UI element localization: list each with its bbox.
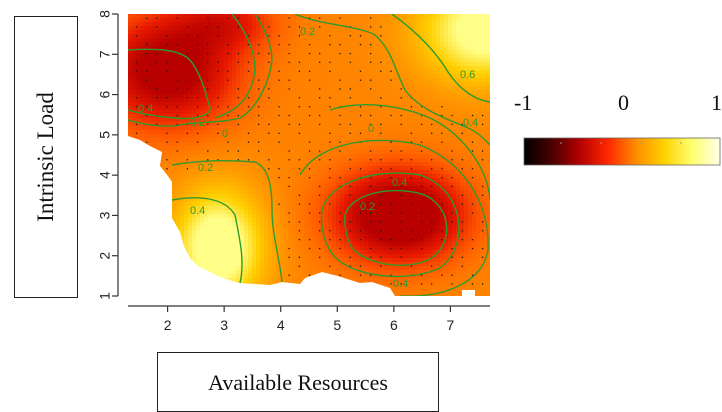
contour-label: 0.2	[190, 117, 205, 129]
contour-label: 0	[222, 128, 228, 140]
contour-label: 0.2	[300, 26, 315, 38]
contour-label: 0.4	[393, 278, 408, 290]
x-axis-label: Available Resources	[158, 370, 438, 396]
x-tick-label: 7	[447, 317, 455, 333]
x-tick-label: 4	[277, 317, 285, 333]
contour-label: 0.4	[463, 117, 478, 129]
y-tick-label: 1	[97, 292, 113, 300]
y-tick-label: 5	[97, 131, 113, 139]
y-tick-label: 8	[97, 10, 113, 18]
colorbar-label-max: 1	[711, 90, 722, 116]
colorbar-label-min: -1	[514, 90, 532, 116]
contour-label: 0.6	[460, 69, 475, 81]
contour-label: 0.4	[138, 103, 153, 115]
y-tick-label: 7	[97, 50, 113, 58]
colorbar-label-mid: 0	[618, 90, 629, 116]
y-axis-label: Intrinsic Load	[33, 92, 59, 222]
x-axis-label-box: Available Resources	[157, 352, 439, 412]
contour-label: 0.4	[190, 205, 205, 217]
contour-label: 0.4	[392, 177, 407, 189]
y-tick-label: 3	[97, 211, 113, 219]
colorbar	[524, 138, 720, 165]
x-tick-label: 5	[333, 317, 341, 333]
contour-label: 0.2	[360, 201, 375, 213]
x-tick-label: 2	[164, 317, 172, 333]
y-tick-label: 2	[97, 252, 113, 260]
contour-label: 0	[368, 123, 374, 135]
colorbar-gradient	[524, 138, 720, 165]
y-axis-label-box: Intrinsic Load	[14, 16, 78, 298]
x-tick-label: 3	[220, 317, 228, 333]
x-tick-label: 6	[390, 317, 398, 333]
y-tick-label: 6	[97, 90, 113, 98]
y-tick-label: 4	[97, 171, 113, 179]
contour-label: 0.2	[198, 162, 213, 174]
